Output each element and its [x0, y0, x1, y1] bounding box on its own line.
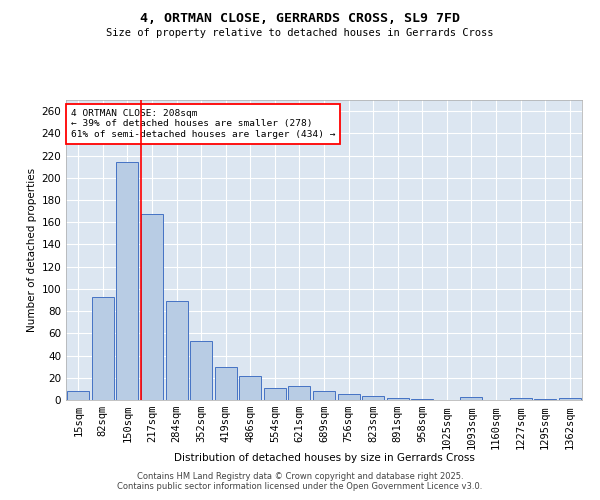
Text: 4 ORTMAN CLOSE: 208sqm
← 39% of detached houses are smaller (278)
61% of semi-de: 4 ORTMAN CLOSE: 208sqm ← 39% of detached… [71, 109, 335, 139]
Text: 4, ORTMAN CLOSE, GERRARDS CROSS, SL9 7FD: 4, ORTMAN CLOSE, GERRARDS CROSS, SL9 7FD [140, 12, 460, 26]
Bar [215, 366, 237, 400]
Bar [239, 376, 262, 400]
Bar [116, 162, 139, 400]
Bar [386, 398, 409, 400]
X-axis label: Distribution of detached houses by size in Gerrards Cross: Distribution of detached houses by size … [173, 453, 475, 463]
Text: Contains HM Land Registry data © Crown copyright and database right 2025.: Contains HM Land Registry data © Crown c… [137, 472, 463, 481]
Bar [534, 399, 556, 400]
Bar [92, 296, 114, 400]
Bar [67, 391, 89, 400]
Bar [559, 398, 581, 400]
Bar [166, 301, 188, 400]
Bar [141, 214, 163, 400]
Y-axis label: Number of detached properties: Number of detached properties [27, 168, 37, 332]
Bar [289, 386, 310, 400]
Bar [362, 396, 384, 400]
Text: Size of property relative to detached houses in Gerrards Cross: Size of property relative to detached ho… [106, 28, 494, 38]
Bar [190, 341, 212, 400]
Bar [313, 391, 335, 400]
Bar [338, 394, 359, 400]
Bar [460, 396, 482, 400]
Text: Contains public sector information licensed under the Open Government Licence v3: Contains public sector information licen… [118, 482, 482, 491]
Bar [264, 388, 286, 400]
Bar [509, 398, 532, 400]
Bar [411, 399, 433, 400]
